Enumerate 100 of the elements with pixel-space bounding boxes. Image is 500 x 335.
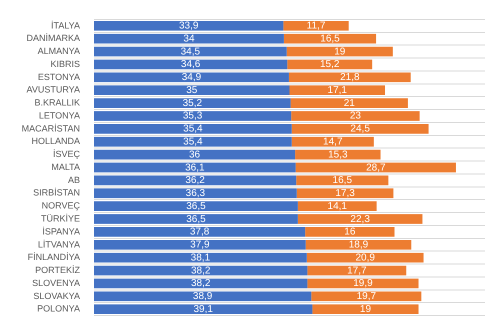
data-label: 17,7 bbox=[347, 265, 367, 276]
bar bbox=[288, 72, 411, 82]
y-tick-label: HOLLANDA bbox=[31, 136, 80, 146]
y-tick-label: B.KRALLIK bbox=[34, 98, 80, 108]
y-tick-label: AB bbox=[68, 174, 80, 185]
data-label: 15,3 bbox=[328, 149, 348, 160]
y-tick-label: SLOVENYA bbox=[32, 278, 80, 288]
bar bbox=[292, 124, 429, 134]
bar bbox=[94, 201, 298, 211]
data-label: 34,5 bbox=[180, 46, 201, 58]
y-tick-label: TÜRKİYE bbox=[40, 213, 80, 224]
data-label: 19,9 bbox=[353, 278, 374, 290]
bar bbox=[94, 266, 308, 276]
y-tick-label: LETONYA bbox=[38, 110, 80, 120]
y-tick-label: FİNLANDİYA bbox=[28, 252, 80, 262]
bar bbox=[312, 304, 419, 314]
data-label: 36,2 bbox=[185, 175, 206, 186]
data-label: 33,9 bbox=[178, 20, 199, 32]
y-tick-label: ALMANYA bbox=[38, 46, 80, 56]
bar bbox=[94, 136, 292, 147]
data-label: 37,8 bbox=[190, 226, 210, 238]
bar bbox=[94, 21, 284, 31]
bar bbox=[307, 278, 419, 288]
bar bbox=[94, 214, 298, 224]
data-label: 17,3 bbox=[335, 188, 356, 200]
bar bbox=[290, 98, 408, 108]
bar bbox=[94, 85, 290, 96]
y-tick-label: İTALYA bbox=[50, 20, 80, 30]
y-tick-label: ESTONYA bbox=[38, 72, 80, 82]
bar bbox=[94, 188, 297, 198]
bar bbox=[94, 240, 306, 250]
bar bbox=[94, 111, 292, 121]
data-label: 14,1 bbox=[328, 200, 348, 212]
data-label: 36,3 bbox=[186, 188, 206, 200]
data-label: 38,2 bbox=[190, 265, 211, 276]
bar bbox=[94, 34, 284, 44]
bar bbox=[94, 162, 296, 172]
data-label: 36 bbox=[188, 149, 201, 160]
y-tick-label: AVUSTURYA bbox=[26, 84, 80, 95]
data-label: 38,2 bbox=[190, 278, 211, 290]
y-tick-label: LİTVANYA bbox=[38, 239, 80, 250]
data-label: 15,2 bbox=[320, 59, 340, 70]
data-label: 11,7 bbox=[306, 20, 326, 32]
bar bbox=[298, 201, 377, 211]
data-label: 35,4 bbox=[183, 136, 204, 148]
y-tick-label: KIBRIS bbox=[50, 58, 80, 69]
data-label: 19 bbox=[360, 304, 372, 315]
data-label: 34,9 bbox=[182, 72, 202, 84]
bar bbox=[306, 252, 424, 262]
data-label: 35,2 bbox=[182, 98, 202, 109]
y-tick-label: MALTA bbox=[51, 162, 80, 172]
bar bbox=[286, 46, 393, 56]
bar bbox=[94, 72, 289, 82]
bar bbox=[287, 60, 372, 70]
bar bbox=[94, 60, 288, 70]
bar bbox=[94, 291, 312, 302]
bar bbox=[94, 150, 296, 160]
data-label: 37,9 bbox=[190, 240, 210, 251]
bar bbox=[292, 136, 374, 147]
data-label: 22,3 bbox=[350, 214, 370, 225]
data-label: 19,7 bbox=[356, 291, 376, 302]
bar bbox=[296, 162, 456, 172]
bar bbox=[94, 46, 287, 56]
bar bbox=[94, 304, 312, 314]
bar bbox=[296, 176, 388, 186]
bar bbox=[296, 188, 394, 198]
y-tick-label: POLONYA bbox=[37, 304, 80, 314]
bar bbox=[290, 85, 386, 96]
data-label: 35,3 bbox=[182, 110, 203, 122]
data-label: 17,1 bbox=[328, 84, 348, 96]
bar bbox=[305, 227, 395, 237]
bar bbox=[283, 21, 349, 31]
y-tick-label: SIRBİSTAN bbox=[33, 188, 80, 198]
y-tick-label: İSVEÇ bbox=[52, 149, 80, 160]
y-tick-label: MACARİSTAN bbox=[22, 123, 80, 134]
data-label: 28,7 bbox=[366, 162, 386, 174]
bar bbox=[94, 98, 291, 108]
bar bbox=[291, 111, 420, 121]
bar bbox=[94, 124, 292, 134]
data-label: 36,5 bbox=[186, 200, 206, 212]
data-label: 38,9 bbox=[192, 291, 213, 302]
data-label: 35,4 bbox=[183, 124, 204, 135]
data-label: 21,8 bbox=[340, 72, 360, 84]
bar bbox=[94, 278, 308, 288]
bar bbox=[311, 291, 422, 302]
bar bbox=[306, 240, 412, 250]
y-tick-label: İSPANYA bbox=[42, 226, 80, 236]
data-label: 34 bbox=[183, 33, 195, 44]
bar bbox=[284, 34, 376, 44]
data-label: 16 bbox=[344, 226, 356, 238]
data-label: 34,6 bbox=[180, 59, 201, 70]
data-label: 35 bbox=[186, 84, 198, 96]
data-label: 36,1 bbox=[185, 162, 205, 174]
data-label: 18,9 bbox=[348, 240, 369, 251]
bar bbox=[307, 266, 406, 276]
bar bbox=[94, 227, 306, 237]
data-label: 39,1 bbox=[193, 304, 214, 315]
bar bbox=[298, 214, 422, 224]
y-tick-label: PORTEKİZ bbox=[35, 265, 80, 276]
data-label: 36,5 bbox=[186, 214, 206, 225]
